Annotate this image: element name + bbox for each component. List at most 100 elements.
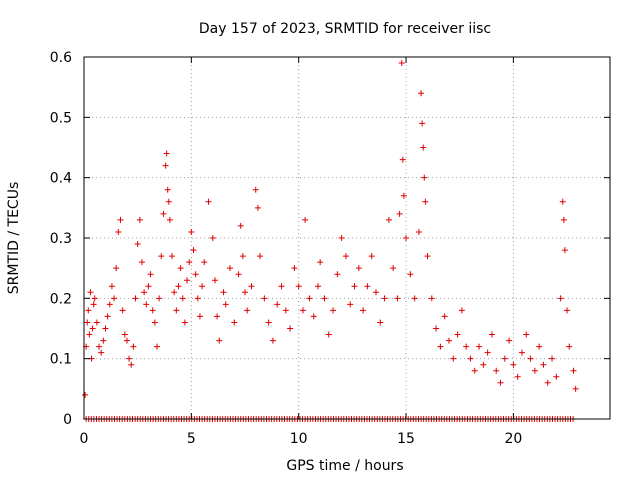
data-point bbox=[141, 289, 148, 296]
data-point bbox=[385, 216, 392, 223]
data-point bbox=[411, 295, 418, 302]
data-point bbox=[282, 307, 289, 314]
data-point bbox=[325, 331, 332, 338]
y-tick-label: 0.4 bbox=[50, 171, 72, 187]
data-point bbox=[179, 295, 186, 302]
data-point bbox=[211, 277, 218, 284]
data-point bbox=[235, 271, 242, 278]
data-point bbox=[86, 331, 93, 338]
data-point bbox=[85, 307, 92, 314]
data-point bbox=[226, 265, 233, 272]
data-point bbox=[209, 235, 216, 241]
data-point bbox=[506, 337, 513, 344]
data-point bbox=[164, 186, 171, 193]
data-point bbox=[108, 283, 115, 290]
data-point bbox=[117, 216, 124, 223]
data-point bbox=[422, 198, 429, 205]
data-point bbox=[381, 295, 388, 302]
data-point bbox=[559, 198, 566, 205]
x-tick-label: 15 bbox=[397, 431, 415, 447]
data-point bbox=[450, 355, 457, 362]
data-point bbox=[119, 307, 126, 314]
data-point bbox=[199, 283, 206, 290]
data-point bbox=[415, 228, 422, 235]
data-point bbox=[360, 307, 367, 314]
data-point bbox=[493, 367, 500, 374]
data-point bbox=[407, 271, 414, 278]
data-point bbox=[287, 325, 294, 332]
data-point bbox=[244, 307, 251, 314]
data-point bbox=[570, 367, 577, 374]
data-point bbox=[128, 361, 135, 368]
x-tick-label: 0 bbox=[80, 431, 89, 447]
y-axis-title: SRMTID / TECUs bbox=[6, 182, 22, 295]
data-point bbox=[160, 210, 167, 217]
data-point bbox=[248, 283, 255, 290]
data-point bbox=[560, 216, 567, 223]
data-point bbox=[177, 265, 184, 272]
data-point bbox=[162, 162, 169, 169]
data-point bbox=[231, 319, 238, 326]
data-point bbox=[171, 289, 178, 296]
data-point bbox=[463, 343, 470, 350]
data-point bbox=[557, 295, 564, 302]
data-point bbox=[421, 174, 428, 181]
data-point bbox=[216, 337, 223, 344]
y-tick-label: 0 bbox=[63, 412, 72, 428]
data-point bbox=[163, 150, 170, 157]
y-tick-label: 0.6 bbox=[50, 50, 72, 66]
data-point bbox=[175, 283, 182, 290]
data-point bbox=[214, 313, 221, 320]
data-point bbox=[536, 343, 543, 350]
data-point bbox=[113, 265, 120, 272]
data-point bbox=[91, 295, 98, 302]
data-point bbox=[84, 319, 91, 326]
data-point bbox=[549, 355, 556, 362]
y-tick-label: 0.5 bbox=[50, 110, 72, 126]
axes: 0 0.1 0.2 0.3 0.4 0.5 0.6 0 5 10 15 20 bbox=[50, 50, 611, 447]
data-point bbox=[347, 301, 354, 308]
data-point bbox=[561, 247, 568, 254]
data-point bbox=[90, 301, 97, 308]
data-point bbox=[518, 349, 525, 356]
data-point bbox=[544, 379, 551, 386]
data-point bbox=[188, 228, 195, 235]
data-point bbox=[399, 156, 406, 163]
data-point bbox=[403, 235, 410, 241]
data-point bbox=[123, 337, 130, 344]
data-point bbox=[306, 295, 313, 302]
data-point bbox=[510, 361, 517, 368]
y-tick-label: 0.1 bbox=[50, 352, 72, 368]
data-point bbox=[257, 253, 264, 260]
x-tick-label: 20 bbox=[504, 431, 522, 447]
data-point bbox=[265, 319, 272, 326]
data-point bbox=[156, 295, 163, 302]
data-point bbox=[254, 204, 261, 211]
data-point bbox=[145, 283, 152, 290]
data-point bbox=[82, 391, 89, 398]
data-point bbox=[400, 192, 407, 199]
data-point bbox=[523, 331, 530, 338]
data-point bbox=[100, 337, 107, 344]
data-point bbox=[302, 216, 309, 223]
data-point bbox=[501, 355, 508, 362]
data-point bbox=[237, 222, 244, 229]
data-point bbox=[89, 325, 96, 332]
data-point bbox=[321, 295, 328, 302]
data-point bbox=[368, 253, 375, 260]
data-point bbox=[136, 216, 143, 223]
data-point bbox=[437, 343, 444, 350]
data-point bbox=[153, 343, 160, 350]
data-point bbox=[315, 283, 322, 290]
data-point bbox=[564, 307, 571, 314]
data-point bbox=[87, 289, 94, 296]
data-point bbox=[310, 313, 317, 320]
y-tick-label: 0.3 bbox=[50, 231, 72, 247]
chart-title: Day 157 of 2023, SRMTID for receiver iis… bbox=[199, 21, 491, 37]
data-point bbox=[102, 325, 109, 332]
data-point bbox=[377, 319, 384, 326]
data-point bbox=[98, 349, 105, 356]
data-point bbox=[147, 271, 154, 278]
data-point bbox=[441, 313, 448, 320]
